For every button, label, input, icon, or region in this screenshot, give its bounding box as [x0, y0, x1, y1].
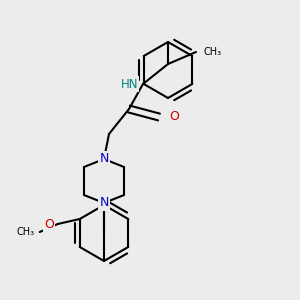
- Text: N: N: [99, 152, 109, 166]
- Text: HN: HN: [121, 77, 138, 91]
- Text: O: O: [169, 110, 179, 124]
- Text: CH₃: CH₃: [16, 227, 35, 237]
- Text: CH₃: CH₃: [204, 47, 222, 57]
- Text: O: O: [44, 218, 54, 230]
- Text: N: N: [99, 196, 109, 209]
